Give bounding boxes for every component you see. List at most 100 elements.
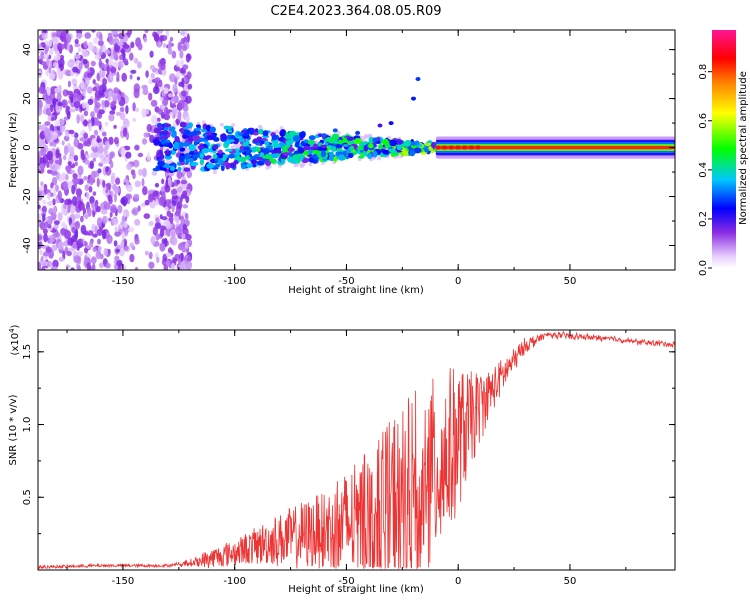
noise-cell [73, 92, 79, 102]
y-tick-label: 1.5 [22, 344, 33, 360]
band-cell [193, 140, 198, 146]
streak-cell [415, 77, 421, 81]
noise-cell [185, 260, 193, 270]
noise-cell [103, 248, 109, 256]
band-cell [229, 139, 235, 143]
noise-cell [72, 196, 78, 206]
noise-cell [56, 92, 62, 102]
noise-cell [87, 98, 94, 106]
noise-cell [52, 198, 56, 206]
band-cell [276, 150, 282, 154]
band-cell [165, 151, 170, 156]
noise-cell [97, 238, 101, 245]
noise-cell [157, 41, 162, 48]
band-cell [303, 139, 309, 143]
band-cell [287, 147, 295, 152]
noise-cell [129, 253, 135, 263]
snr-series [38, 330, 675, 570]
noise-cell [133, 57, 139, 64]
noise-cell [40, 51, 45, 61]
noise-cell [137, 152, 144, 158]
halo-cell [206, 159, 211, 164]
noise-cell [159, 214, 163, 220]
band-cell [413, 147, 422, 154]
noise-cell [150, 72, 155, 79]
band-cell [227, 154, 236, 159]
noise-cell [76, 32, 82, 40]
noise-cell [65, 69, 72, 77]
band-cell [262, 147, 270, 155]
noise-cell [136, 76, 140, 81]
noise-cell [52, 206, 57, 214]
band-cell [284, 134, 292, 140]
noise-cell [50, 211, 57, 221]
colorbar-ticks: 0.0 0.2 0.4 0.6 0.8 [698, 64, 712, 276]
band-cell [382, 149, 390, 155]
noise-cell [187, 83, 193, 90]
noise-cell [131, 209, 137, 215]
noise-cell [176, 60, 180, 68]
noise-cell [42, 199, 46, 205]
noise-cell [122, 44, 130, 49]
noise-cell [106, 65, 110, 75]
noise-cell [46, 150, 53, 161]
x-tick-label: 0 [455, 576, 461, 587]
band-cell [357, 145, 364, 151]
band-cell [173, 141, 179, 149]
noise-cell [104, 156, 110, 164]
band-cell [227, 129, 233, 133]
band-cell [197, 145, 205, 150]
noise-cell [132, 172, 136, 180]
noise-cell [167, 47, 173, 55]
noise-cell [181, 233, 186, 239]
noise-cell [51, 116, 55, 121]
stable-peak [469, 145, 474, 150]
noise-cell [182, 204, 189, 209]
noise-cell [47, 192, 51, 200]
x-tick-label: -150 [112, 576, 135, 587]
noise-cell [147, 152, 151, 162]
noise-cell [96, 135, 101, 144]
noise-cell [105, 58, 109, 64]
noise-cell [66, 90, 73, 95]
noise-cell [176, 186, 183, 193]
noise-cell [53, 187, 57, 198]
band-cell [153, 127, 161, 134]
stable-peak [462, 145, 467, 150]
band-cell [289, 132, 295, 135]
noise-cell [42, 93, 47, 102]
band-cell [333, 156, 338, 163]
band-cell [312, 153, 318, 159]
band-cell [207, 131, 213, 137]
noise-cell [176, 201, 183, 210]
band-cell [338, 154, 346, 161]
noise-cell [186, 255, 193, 262]
noise-cell [41, 265, 46, 270]
noise-cell [97, 245, 102, 252]
snr-frame [37, 329, 676, 571]
noise-cell [56, 67, 61, 75]
noise-cell [144, 199, 150, 206]
noise-cell [51, 266, 58, 270]
noise-cell [80, 153, 86, 160]
noise-cell [68, 129, 75, 135]
noise-cell [129, 52, 134, 61]
noise-cell [92, 263, 96, 270]
noise-cell [161, 238, 167, 244]
noise-cell [113, 87, 119, 94]
noise-cell [184, 241, 189, 249]
noise-cell [61, 221, 66, 228]
noise-cell [38, 86, 45, 94]
noise-cell [171, 107, 178, 115]
band-cell [262, 130, 269, 137]
noise-cell [73, 154, 79, 162]
noise-cell [77, 142, 84, 150]
noise-cell [72, 243, 78, 249]
noise-cell [60, 228, 67, 236]
noise-cell [169, 73, 176, 83]
noise-cell [91, 137, 98, 148]
noise-cell [101, 131, 107, 137]
noise-cell [134, 144, 140, 151]
noise-cell [176, 170, 183, 179]
noise-cell [83, 40, 88, 49]
